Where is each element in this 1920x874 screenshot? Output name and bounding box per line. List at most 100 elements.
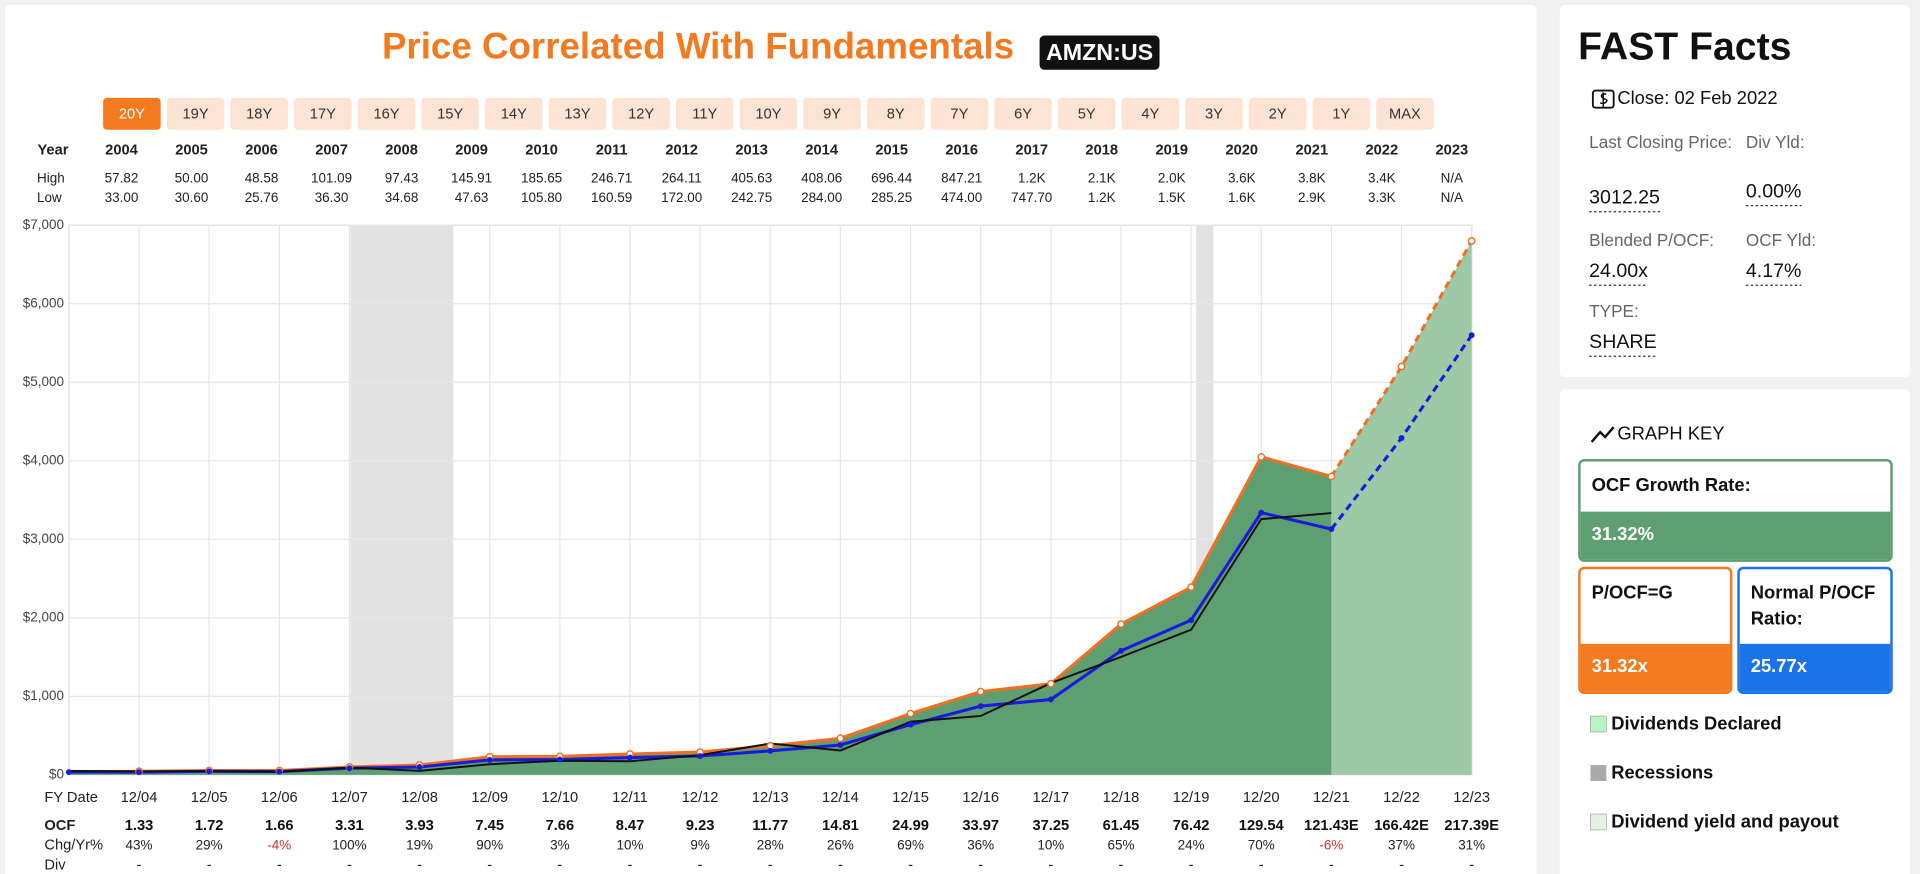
div-value: - — [628, 857, 633, 873]
range-button[interactable] — [103, 97, 161, 130]
ocf-value: 3.93 — [405, 818, 434, 834]
range-button-label[interactable]: 6Y — [1014, 106, 1032, 122]
div-value: - — [698, 857, 703, 873]
pocf-marker — [1187, 583, 1196, 592]
div-value: - — [1259, 857, 1264, 873]
div-value: - — [1189, 857, 1194, 873]
pocf-marker — [1117, 620, 1125, 629]
year: 2006 — [245, 142, 278, 158]
year: 2016 — [945, 142, 978, 158]
range-button-label[interactable]: 5Y — [1078, 106, 1096, 122]
range-button-label[interactable]: 9Y — [823, 106, 841, 122]
range-button[interactable] — [866, 97, 925, 130]
ocf-value: 11.77 — [752, 818, 788, 834]
div-value: - — [557, 857, 562, 873]
range-button[interactable] — [548, 97, 607, 130]
range-button[interactable] — [294, 97, 352, 130]
fy-date: 12/17 — [1032, 790, 1069, 806]
range-button-label[interactable]: 15Y — [437, 106, 463, 122]
fact-value: SHARE — [1589, 331, 1656, 353]
graph-key-title: GRAPH KEY — [1617, 422, 1724, 443]
range-button[interactable] — [612, 97, 670, 130]
range-button[interactable] — [1057, 97, 1116, 130]
range-button-label[interactable]: 13Y — [564, 106, 590, 122]
range-button-label[interactable]: 3Y — [1205, 106, 1223, 122]
range-button-label[interactable]: 2Y — [1269, 106, 1287, 122]
range-button[interactable] — [1376, 97, 1434, 130]
div-value: - — [207, 857, 212, 873]
range-button-label[interactable]: 10Y — [755, 106, 781, 122]
line — [1330, 240, 1474, 478]
normal-marker — [907, 721, 914, 728]
normal-marker — [1328, 526, 1335, 533]
year: 2017 — [1015, 142, 1048, 158]
range-button-label[interactable]: 7Y — [950, 106, 968, 122]
year: 2015 — [875, 142, 908, 158]
range-button[interactable] — [1121, 97, 1180, 130]
pocf-marker — [1327, 472, 1336, 481]
fact-label-wrap: TYPE: — [1589, 301, 1639, 321]
range-button-label[interactable]: 4Y — [1141, 106, 1159, 122]
chg-value: 28% — [757, 837, 784, 852]
range-button-label[interactable]: 17Y — [310, 106, 336, 122]
normal-label: Normal P/OCF Ratio: — [1750, 582, 1876, 630]
fact-label: TYPE: — [1589, 301, 1639, 321]
year: 2004 — [105, 142, 138, 158]
div-value: - — [1469, 857, 1474, 873]
range-button[interactable] — [166, 97, 225, 130]
range-button[interactable] — [676, 97, 734, 130]
range-button[interactable] — [739, 97, 798, 130]
range-button[interactable] — [803, 97, 861, 130]
year-high: 3.6K — [1228, 170, 1256, 185]
pocf-value: 31.32x — [1592, 655, 1649, 676]
chg-value: 24% — [1178, 837, 1205, 852]
graph-key-icon — [1590, 426, 1615, 443]
y-tick-label: $4,000 — [23, 452, 64, 467]
range-button[interactable] — [357, 97, 416, 130]
year-low: 242.75 — [731, 190, 772, 205]
range-button[interactable] — [485, 97, 543, 130]
normal-marker — [1258, 509, 1265, 516]
range-button-label[interactable]: 8Y — [887, 106, 905, 122]
range-button-label[interactable]: 19Y — [183, 106, 209, 122]
year: 2010 — [525, 142, 558, 158]
range-button-label[interactable]: 11Y — [692, 106, 717, 122]
year-low: 285.25 — [871, 190, 912, 205]
y-tick-label: $0 — [49, 766, 64, 781]
range-button[interactable] — [1312, 97, 1371, 130]
range-button-label[interactable]: 1Y — [1332, 106, 1350, 122]
fact-label-wrap: Div Yld: — [1746, 132, 1805, 152]
range-button[interactable] — [421, 97, 479, 130]
range-button[interactable] — [1185, 97, 1243, 130]
year-low: 33.00 — [105, 190, 139, 205]
legend-recessions: Recessions — [1611, 761, 1713, 782]
chg-value: 37% — [1388, 837, 1415, 852]
range-button[interactable] — [930, 97, 989, 130]
legend-dividends: Dividends Declared — [1611, 713, 1781, 734]
year-high: 847.21 — [941, 170, 982, 185]
chg-value: 26% — [827, 837, 854, 852]
range-button-label[interactable]: 12Y — [628, 106, 654, 122]
range-button-label[interactable]: MAX — [1389, 106, 1421, 122]
area — [1331, 240, 1472, 775]
range-button[interactable] — [230, 97, 288, 130]
pocf-marker — [1467, 237, 1476, 245]
range-button-label[interactable]: 14Y — [501, 106, 527, 122]
range-button[interactable] — [1248, 97, 1307, 130]
year: 2019 — [1155, 142, 1188, 158]
chg-value: 69% — [897, 837, 924, 852]
range-button[interactable] — [994, 97, 1052, 130]
year-high: 408.06 — [801, 170, 842, 185]
fy-date: 12/16 — [962, 790, 999, 806]
range-button-label[interactable]: 16Y — [373, 106, 399, 122]
ocf-value: 166.42E — [1374, 818, 1429, 834]
ocf-value: 121.43E — [1304, 818, 1359, 834]
year-low: 172.00 — [661, 190, 702, 205]
pocf-marker — [976, 687, 985, 696]
fy-date: 12/15 — [892, 790, 929, 806]
chg-value: -6% — [1319, 837, 1343, 852]
normal-marker — [837, 742, 844, 748]
chg-value: 10% — [617, 837, 644, 852]
range-button-label[interactable]: 18Y — [246, 106, 272, 122]
range-button-label[interactable]: 20Y — [119, 106, 145, 122]
